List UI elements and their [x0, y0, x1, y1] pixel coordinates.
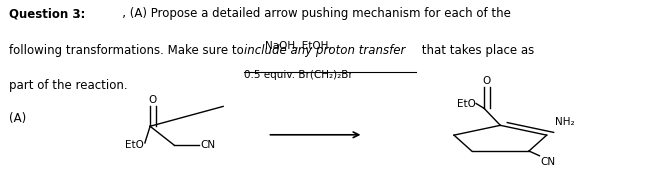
Text: Question 3:: Question 3:: [9, 7, 86, 20]
Text: CN: CN: [200, 140, 215, 150]
Text: that takes place as: that takes place as: [417, 44, 534, 57]
Text: part of the reaction.: part of the reaction.: [9, 79, 128, 92]
Text: NaOH, EtOH,: NaOH, EtOH,: [265, 41, 331, 50]
Text: O: O: [149, 94, 157, 104]
Text: include any proton transfer: include any proton transfer: [244, 44, 405, 57]
Text: NH₂: NH₂: [555, 117, 574, 127]
Text: O: O: [483, 76, 491, 86]
Text: CN: CN: [541, 157, 556, 167]
Text: , (A) Propose a detailed arrow pushing mechanism for each of the: , (A) Propose a detailed arrow pushing m…: [81, 7, 511, 20]
Text: EtO: EtO: [125, 140, 144, 150]
Text: (A): (A): [9, 112, 26, 125]
Text: ,: ,: [76, 7, 79, 20]
Text: following transformations. Make sure to: following transformations. Make sure to: [9, 44, 248, 57]
Text: 0.5 equiv. Br(CH₂)₂Br: 0.5 equiv. Br(CH₂)₂Br: [244, 70, 352, 80]
Text: EtO: EtO: [457, 98, 476, 108]
